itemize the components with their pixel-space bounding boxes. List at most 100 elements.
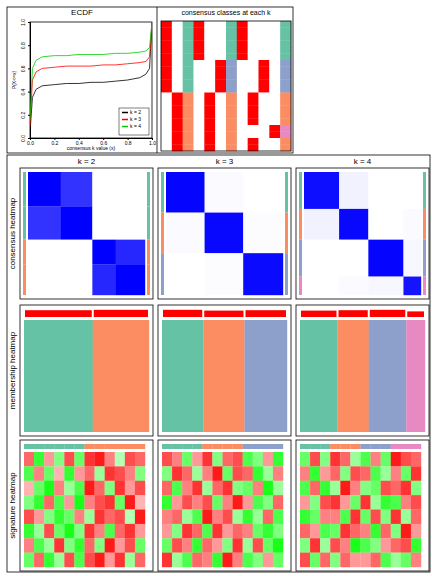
membership-cell xyxy=(269,112,280,119)
heatmap-cell xyxy=(401,510,411,525)
heatmap-cell xyxy=(92,172,116,207)
class-cell xyxy=(183,132,194,139)
heatmap-cell xyxy=(74,495,84,510)
tick-mark xyxy=(28,92,30,93)
heatmap-cell xyxy=(253,481,263,496)
class-cell xyxy=(183,54,194,61)
heatmap-cell xyxy=(411,466,421,481)
membership-cell xyxy=(248,86,259,93)
membership-cell xyxy=(269,28,280,35)
heatmap-cell xyxy=(61,240,93,265)
heatmap-cell xyxy=(172,524,182,539)
heatmap-cell xyxy=(162,495,172,510)
heatmap-cell xyxy=(340,510,350,525)
class-strip xyxy=(23,264,26,295)
class-strip xyxy=(135,444,145,449)
membership-cell xyxy=(248,28,259,35)
heatmap-cell xyxy=(162,524,172,539)
heatmap-cell xyxy=(381,452,391,467)
heatmap-cell xyxy=(391,524,401,539)
heatmap-cell xyxy=(202,481,212,496)
heatmap-cell xyxy=(350,538,360,553)
heatmap-cell xyxy=(371,466,381,481)
membership-cell xyxy=(172,112,183,119)
membership-cell xyxy=(248,21,259,28)
membership-cell xyxy=(161,132,172,139)
heatmap-cell xyxy=(95,538,105,553)
class-strip xyxy=(24,444,34,449)
membership-cell xyxy=(237,145,248,152)
heatmap-cell xyxy=(300,495,310,510)
class-cell xyxy=(226,138,237,145)
heatmap-cell xyxy=(253,510,263,525)
heatmap-cell xyxy=(361,495,371,510)
heatmap-cell xyxy=(401,466,411,481)
ecdf-line xyxy=(30,22,152,121)
membership-cell xyxy=(215,54,226,61)
heatmap-cell xyxy=(74,553,84,568)
membership-cell xyxy=(204,125,215,132)
heatmap-cell xyxy=(105,524,115,539)
membership-cell xyxy=(204,93,215,100)
heatmap-cell xyxy=(310,495,320,510)
membership-cell xyxy=(259,86,270,93)
membership-cell xyxy=(204,80,215,87)
heatmap-cell xyxy=(85,538,95,553)
membership-cell xyxy=(237,99,248,106)
membership-cell xyxy=(248,119,259,126)
heatmap-cell xyxy=(233,553,243,568)
heatmap-cell xyxy=(320,466,330,481)
membership-cell xyxy=(237,106,248,113)
class-cell xyxy=(280,132,291,139)
heatmap-cell xyxy=(202,524,212,539)
membership-cell xyxy=(161,60,172,67)
heatmap-cell xyxy=(340,466,350,481)
heatmap-cell xyxy=(310,510,320,525)
heatmap-cell xyxy=(381,510,391,525)
membership-cell xyxy=(172,145,183,152)
class-cell xyxy=(226,119,237,126)
membership-cell xyxy=(204,132,215,139)
heatmap-cell xyxy=(192,538,202,553)
membership-cell xyxy=(204,99,215,106)
x-tick: 1.0 xyxy=(149,138,156,146)
class-strip xyxy=(85,444,95,449)
membership-cell xyxy=(248,67,259,74)
class-strip xyxy=(223,444,233,449)
heatmap-cell xyxy=(95,495,105,510)
heatmap-cell xyxy=(401,481,411,496)
heatmap-cell xyxy=(300,481,310,496)
heatmap-cell xyxy=(253,524,263,539)
y-axis: 0.00.20.40.60.81.0 xyxy=(20,19,31,142)
class-strip xyxy=(423,240,426,277)
heatmap-cell xyxy=(192,510,202,525)
membership-cell xyxy=(215,86,226,93)
heatmap-cell xyxy=(320,452,330,467)
class-strip xyxy=(34,444,44,449)
class-cell xyxy=(280,60,291,67)
heatmap-cell xyxy=(391,538,401,553)
heatmap-cell xyxy=(74,481,84,496)
label: k = 3 xyxy=(216,157,234,166)
heatmap-cell xyxy=(54,553,64,568)
x-tick: 0.0 xyxy=(27,138,34,146)
class-strip xyxy=(300,444,310,449)
membership-cell xyxy=(194,41,205,48)
tick-label: 0.2 xyxy=(51,140,58,146)
heatmap-cell xyxy=(371,553,381,568)
class-strip xyxy=(423,277,426,295)
heatmap-cell xyxy=(202,510,212,525)
heatmap-cell xyxy=(361,466,371,481)
class-strip xyxy=(299,172,302,209)
membership-cell xyxy=(194,80,205,87)
class-cell xyxy=(183,73,194,80)
membership-cell xyxy=(172,54,183,61)
heatmap-cell xyxy=(330,495,340,510)
membership-cell xyxy=(237,138,248,145)
label: signature heatmap xyxy=(8,472,17,539)
membership-cell xyxy=(161,99,172,106)
heatmap-cell xyxy=(64,481,74,496)
heatmap-cell xyxy=(371,481,381,496)
membership-cell xyxy=(194,145,205,152)
membership-cell xyxy=(172,99,183,106)
